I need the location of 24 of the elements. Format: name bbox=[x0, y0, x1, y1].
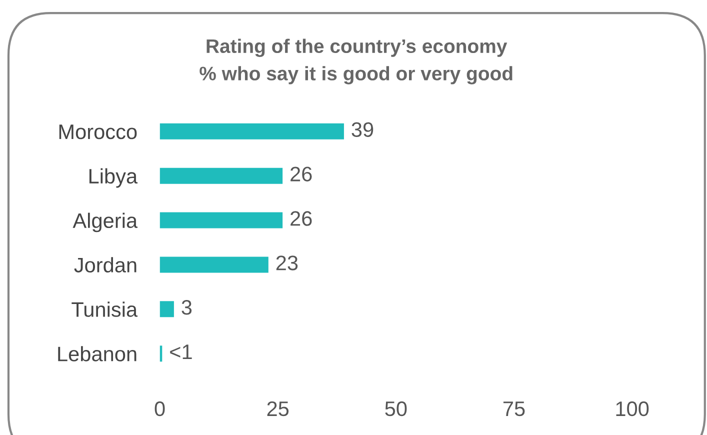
data-label: 3 bbox=[182, 300, 192, 315]
x-tick-label: 75 bbox=[503, 402, 525, 416]
x-tick-label: 0 bbox=[154, 401, 165, 416]
data-label: 39 bbox=[352, 122, 374, 137]
y-tick-label: Lebanon bbox=[58, 346, 136, 362]
y-tick-label: Tunisia bbox=[72, 302, 138, 317]
bar bbox=[160, 301, 174, 318]
bar bbox=[160, 168, 283, 184]
data-label: <1 bbox=[170, 344, 192, 360]
y-tick-label: Libya bbox=[89, 168, 138, 188]
y-tick-label: Morocco bbox=[59, 124, 137, 140]
chart-subtitle: % who say it is good or very good bbox=[200, 66, 512, 84]
bar bbox=[160, 123, 344, 140]
data-label: 26 bbox=[290, 166, 312, 182]
y-tick-label: Algeria bbox=[72, 212, 138, 232]
bar bbox=[160, 212, 283, 228]
y-tick-label: Jordan bbox=[74, 257, 136, 272]
x-tick-label: 25 bbox=[267, 401, 289, 416]
data-label: 26 bbox=[290, 211, 312, 226]
x-tick-label: 100 bbox=[616, 401, 649, 416]
chart-title: Rating of the country’s economy bbox=[206, 38, 508, 57]
bar bbox=[160, 256, 268, 273]
data-label: 23 bbox=[276, 256, 298, 270]
x-tick-label: 50 bbox=[385, 401, 407, 416]
